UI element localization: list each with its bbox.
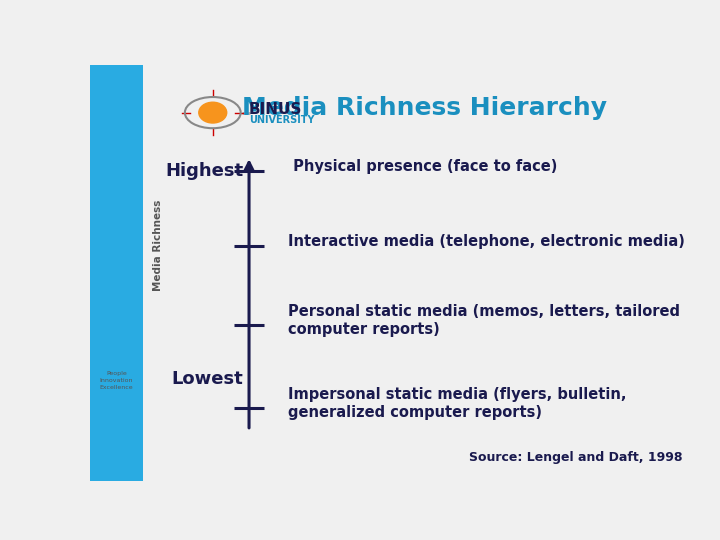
Text: Interactive media (telephone, electronic media): Interactive media (telephone, electronic…	[288, 234, 685, 249]
Text: People
Innovation
Excellence: People Innovation Excellence	[99, 372, 133, 390]
Text: Source: Lengel and Daft, 1998: Source: Lengel and Daft, 1998	[469, 451, 683, 464]
FancyBboxPatch shape	[90, 65, 143, 481]
Text: Media Richness Hierarchy: Media Richness Hierarchy	[243, 97, 607, 120]
Text: Physical presence (face to face): Physical presence (face to face)	[288, 159, 557, 174]
Text: UNIVERSITY: UNIVERSITY	[249, 115, 315, 125]
Text: BINUS: BINUS	[249, 102, 302, 117]
Text: Lowest: Lowest	[171, 370, 243, 388]
Text: Impersonal static media (flyers, bulletin,
generalized computer reports): Impersonal static media (flyers, bulleti…	[288, 388, 626, 420]
Circle shape	[199, 102, 227, 123]
Text: Highest: Highest	[166, 162, 243, 180]
Text: Personal static media (memos, letters, tailored
computer reports): Personal static media (memos, letters, t…	[288, 305, 680, 337]
Text: Media Richness: Media Richness	[153, 200, 163, 292]
